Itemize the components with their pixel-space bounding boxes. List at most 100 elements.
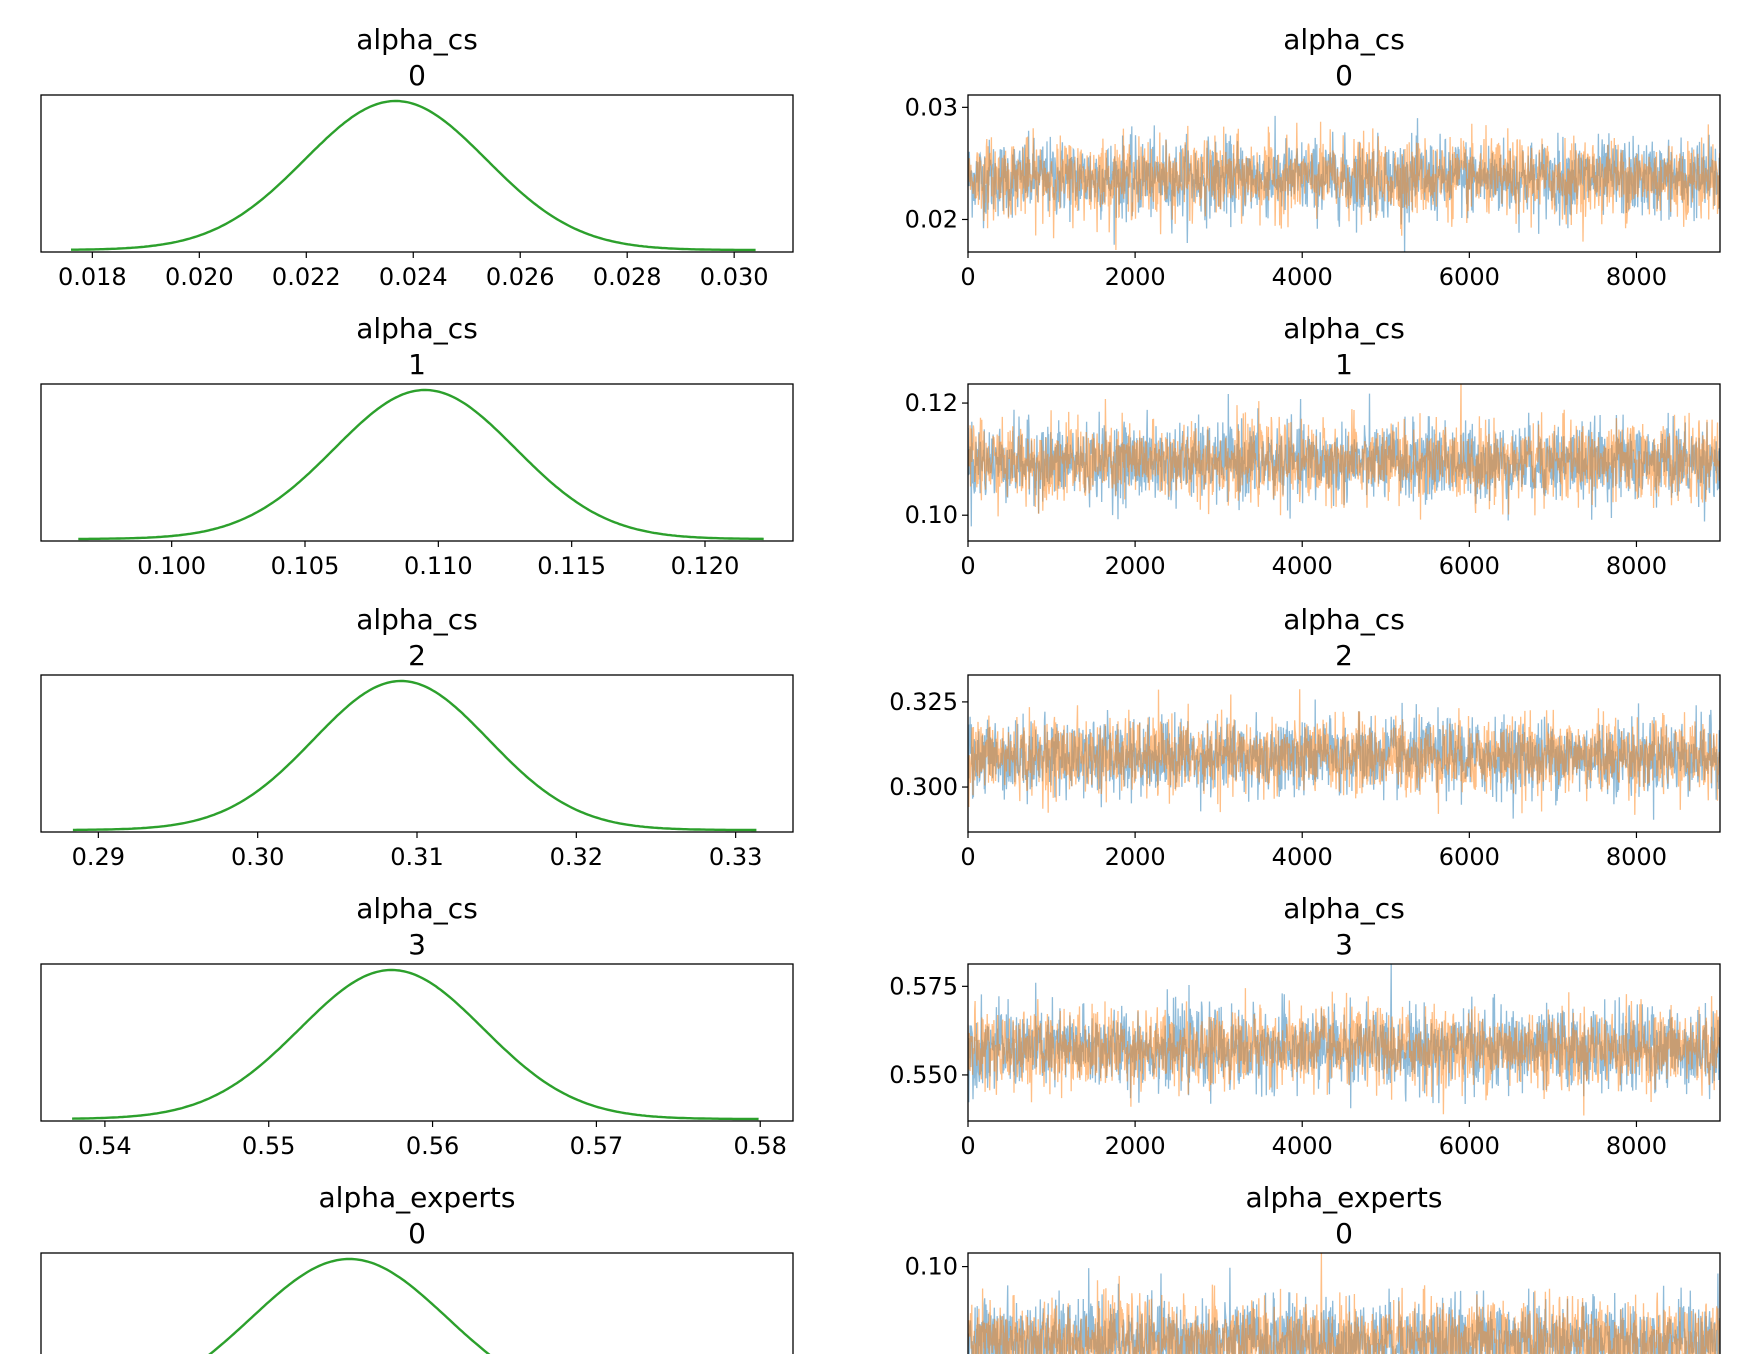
subplot-title-name: alpha_cs: [1283, 312, 1405, 345]
subplot-title-index: 3: [408, 928, 426, 961]
y-tick-label: 0.10: [905, 501, 958, 529]
axes-frame: [967, 94, 1721, 253]
x-tick-label: 6000: [1439, 843, 1500, 871]
x-tick-label: 0.29: [72, 843, 125, 871]
x-tick-label: 2000: [1105, 552, 1166, 580]
x-tick-label: 8000: [1606, 552, 1667, 580]
kde-line: [78, 388, 764, 541]
x-tick-label: 4000: [1272, 1132, 1333, 1160]
subplot-trace-1: alpha_cs1 0.10 0.12 0 2000 4000 6000 8000: [905, 312, 1721, 580]
kde-line: [72, 679, 757, 832]
x-tick-label: 6000: [1439, 1132, 1500, 1160]
axes-frame: [40, 674, 794, 833]
x-tick-label: 2000: [1105, 843, 1166, 871]
x-tick-label: 0.105: [271, 552, 340, 580]
axes-frame: [40, 963, 794, 1122]
x-tick-label: 8000: [1606, 843, 1667, 871]
x-tick-label: 0: [960, 1132, 975, 1160]
x-tick-label: 8000: [1606, 263, 1667, 291]
subplot-title-name: alpha_cs: [1283, 892, 1405, 925]
x-tick-label: 0.55: [242, 1132, 295, 1160]
axes-frame: [967, 1252, 1721, 1354]
x-tick-label: 0.58: [734, 1132, 787, 1160]
subplot-title-index: 0: [1335, 59, 1353, 92]
y-tick-label: 0.12: [905, 389, 958, 417]
x-tick-label: 8000: [1606, 1132, 1667, 1160]
x-tick-label: 0.024: [379, 263, 448, 291]
subplot-title-name: alpha_cs: [1283, 23, 1405, 56]
x-tick-label: 0.54: [78, 1132, 131, 1160]
subplot-title-index: 0: [408, 59, 426, 92]
kde-line: [72, 968, 759, 1121]
x-tick-label: 0.100: [137, 552, 206, 580]
chain-1-trace: [968, 689, 1720, 815]
subplot-title-name: alpha_cs: [356, 23, 478, 56]
y-tick-label: 0.10: [905, 1253, 958, 1281]
x-tick-label: 2000: [1105, 263, 1166, 291]
x-tick-label: 0.110: [404, 552, 473, 580]
x-tick-label: 0.022: [272, 263, 341, 291]
x-tick-label: 4000: [1272, 263, 1333, 291]
subplot-title-name: alpha_cs: [356, 603, 478, 636]
x-tick-label: 2000: [1105, 1132, 1166, 1160]
x-tick-label: 0.56: [406, 1132, 459, 1160]
subplot-trace-3: alpha_cs3 0.550 0.575 0 2000 4000 6000 8000: [889, 892, 1721, 1160]
chain-1-trace: [968, 121, 1720, 251]
x-tick-label: 0.32: [550, 843, 603, 871]
subplot-kde-1: alpha_cs1 0.100 0.105 0.110 0.115 0.120: [40, 312, 794, 580]
subplot-title-name: alpha_cs: [1283, 603, 1405, 636]
axes-frame: [40, 1252, 794, 1354]
y-tick-label: 0.325: [889, 688, 958, 716]
x-tick-label: 0.115: [537, 552, 606, 580]
axes-frame: [967, 674, 1721, 833]
y-tick-label: 0.300: [889, 773, 958, 801]
x-tick-label: 6000: [1439, 552, 1500, 580]
subplot-title-name: alpha_cs: [356, 312, 478, 345]
subplot-title-name: alpha_cs: [356, 892, 478, 925]
axes-frame: [967, 963, 1721, 1122]
axes-frame: [40, 94, 794, 253]
x-tick-label: 0.120: [671, 552, 740, 580]
subplot-kde-0: alpha_cs0 0.018 0.020 0.022 0.024 0.026 0.028 0…: [40, 23, 794, 291]
x-tick-label: 0.30: [231, 843, 284, 871]
y-tick-label: 0.550: [889, 1061, 958, 1089]
x-tick-label: 0: [960, 843, 975, 871]
y-tick-label: 0.03: [905, 93, 958, 121]
kde-line: [71, 99, 756, 252]
axes-frame: [40, 383, 794, 542]
subplot-title-index: 1: [408, 348, 426, 381]
subplot-title-name: alpha_experts: [319, 1181, 516, 1214]
chain-1-trace: [968, 988, 1720, 1116]
x-tick-label: 0.31: [390, 843, 443, 871]
x-tick-label: 4000: [1272, 552, 1333, 580]
chain-1-trace: [968, 384, 1720, 520]
axes-frame: [967, 383, 1721, 542]
x-tick-label: 0.018: [58, 263, 127, 291]
subplot-title-index: 1: [1335, 348, 1353, 381]
subplot-kde-2: alpha_cs2 0.29 0.30 0.31 0.32 0.33: [40, 603, 794, 871]
subplot-title-index: 3: [1335, 928, 1353, 961]
subplot-title-index: 2: [1335, 639, 1353, 672]
subplot-kde-3: alpha_cs3 0.54 0.55 0.56 0.57 0.58: [40, 892, 794, 1160]
x-tick-label: 0.020: [165, 263, 234, 291]
subplot-title-index: 0: [1335, 1217, 1353, 1250]
x-tick-label: 0.028: [593, 263, 662, 291]
x-tick-label: 0.030: [700, 263, 769, 291]
y-tick-label: 0.02: [905, 205, 958, 233]
x-tick-label: 0: [960, 263, 975, 291]
x-tick-label: 0.33: [709, 843, 762, 871]
x-tick-label: 6000: [1439, 263, 1500, 291]
subplot-title-name: alpha_experts: [1246, 1181, 1443, 1214]
x-tick-label: 0: [960, 552, 975, 580]
x-tick-label: 0.026: [486, 263, 555, 291]
kde-line: [208, 1257, 491, 1354]
x-tick-label: 4000: [1272, 843, 1333, 871]
x-tick-label: 0.57: [570, 1132, 623, 1160]
subplot-title-index: 2: [408, 639, 426, 672]
subplot-trace-2: alpha_cs2 0.300 0.325 0 2000 4000 6000 8000: [889, 603, 1721, 871]
chain-1-trace: [968, 1253, 1720, 1354]
